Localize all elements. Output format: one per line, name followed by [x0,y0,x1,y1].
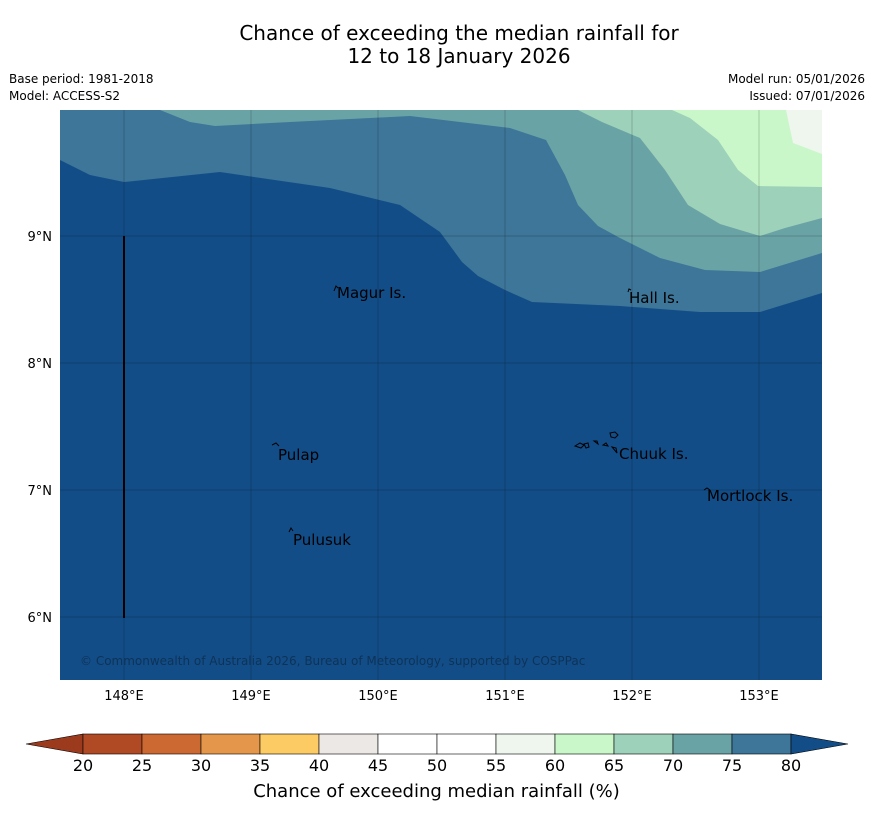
place-labels: Magur Is. Hall Is. Pulap Chuuk Is. Mortl… [278,284,793,549]
island-pulusuk [288,527,294,533]
lon-tick: 149°E [231,689,271,704]
label-pulap: Pulap [278,446,319,464]
issued-text: Issued: 07/01/2026 [749,89,865,103]
colorbar-swatch [554,733,615,755]
lon-tick: 148°E [104,689,144,704]
lon-tick: 150°E [358,689,398,704]
colorbar-swatch [613,733,674,755]
colorbar-swatch [318,733,379,755]
colorbar-tick-label: 75 [721,756,743,775]
label-hall: Hall Is. [629,289,680,307]
island-outlines [271,285,711,533]
model-text: Model: ACCESS-S2 [9,89,121,103]
band-55-60 [786,110,822,154]
lon-tick-labels: 148°E 149°E 150°E 151°E 152°E 153°E [104,689,779,704]
label-magur: Magur Is. [337,284,406,302]
model-run-text: Model run: 05/01/2026 [727,72,865,86]
island-pulap [271,442,280,447]
colorbar-tick-label: 65 [603,756,625,775]
colorbar-swatch [731,733,792,755]
colorbar-tick-label: 70 [662,756,684,775]
title-line-1: Chance of exceeding the median rainfall … [239,21,679,45]
colorbar-tick-label: 60 [544,756,566,775]
colorbar-swatch [82,733,143,755]
island-chuuk [573,431,619,454]
label-pulusuk: Pulusuk [293,531,351,549]
colorbar-swatch [672,733,733,755]
band-60-65 [672,110,822,187]
lat-tick-labels: 9°N 8°N 7°N 6°N [28,230,53,626]
colorbar-ticks: 20 25 30 35 40 45 50 55 60 65 70 75 80 [0,756,873,776]
lon-tick: 152°E [612,689,652,704]
colorbar-tick-label: 50 [426,756,448,775]
colorbar-swatch [495,733,556,755]
colorbar-tick-label: 40 [308,756,330,775]
lat-tick: 8°N [28,357,53,372]
title-line-2: 12 to 18 January 2026 [347,44,571,68]
colorbar-tick-label: 55 [485,756,507,775]
colorbar-swatch [377,733,438,755]
colorbar-under-arrow [25,733,84,755]
colorbar-tick-label: 35 [249,756,271,775]
colorbar-label: Chance of exceeding median rainfall (%) [253,781,620,802]
island-magur [333,285,339,292]
colorbar-tick-label: 30 [190,756,212,775]
colorbar [25,733,849,755]
graticule [60,110,822,680]
meta-right: Model run: 05/01/2026 Issued: 07/01/2026 [728,71,865,105]
lat-tick: 7°N [28,484,53,499]
colorbar-swatch [141,733,202,755]
colorbar-tick-label: 25 [131,756,153,775]
colorbar-swatch [259,733,320,755]
lat-tick: 9°N [28,230,53,245]
colorbar-swatch [200,733,261,755]
colorbar-tick-label: 45 [367,756,389,775]
label-mortlock: Mortlock Is. [707,487,793,505]
label-chuuk: Chuuk Is. [619,445,688,463]
meta-left: Base period: 1981-2018 Model: ACCESS-S2 [9,71,154,105]
copyright-text: © Commonwealth of Australia 2026, Bureau… [80,654,585,668]
island-mortlock [703,487,711,491]
lat-tick: 6°N [28,611,53,626]
lon-tick: 153°E [739,689,779,704]
colorbar-swatch [436,733,497,755]
map-area: Magur Is. Hall Is. Pulap Chuuk Is. Mortl… [60,110,822,680]
colorbar-tick-label: 80 [780,756,802,775]
colorbar-over-arrow [790,733,849,755]
chart-title: Chance of exceeding the median rainfall … [0,22,873,68]
colorbar-tick-label: 20 [72,756,94,775]
lon-tick: 151°E [485,689,525,704]
base-period-text: Base period: 1981-2018 [9,72,154,86]
island-hall [627,288,632,293]
